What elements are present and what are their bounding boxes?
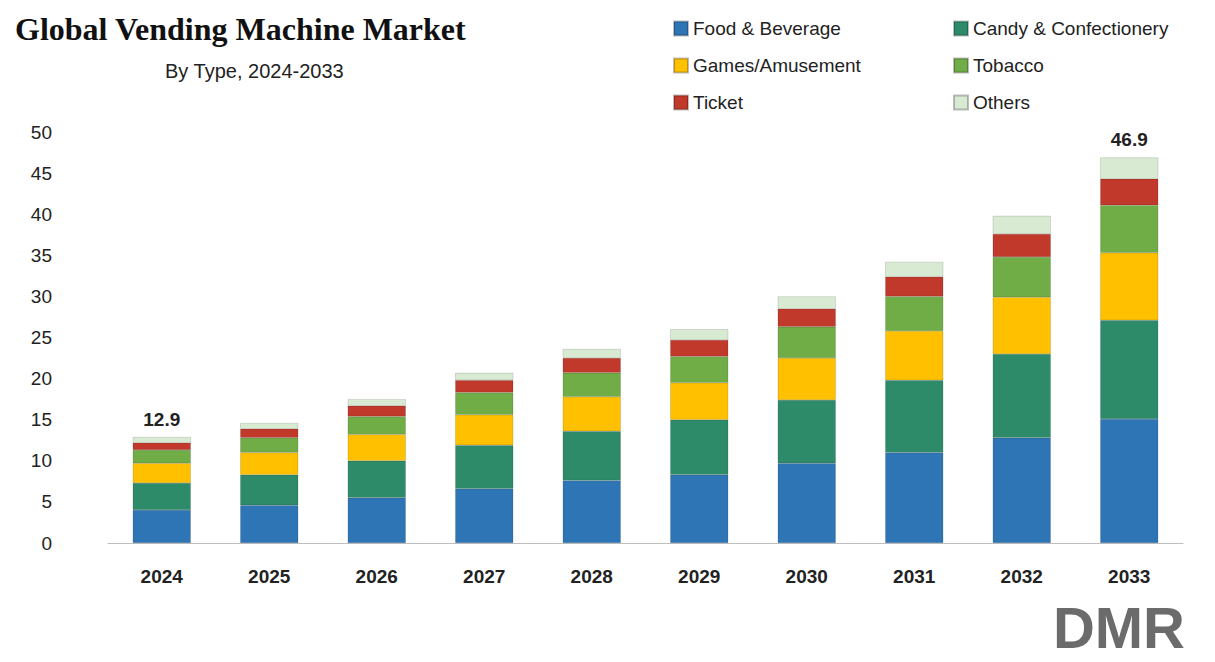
svg-text:By Type, 2024-2033: By Type, 2024-2033 <box>165 60 344 82</box>
svg-text:15: 15 <box>31 409 52 430</box>
svg-text:Food & Beverage: Food & Beverage <box>693 18 841 39</box>
svg-text:35: 35 <box>31 245 52 266</box>
svg-text:0: 0 <box>41 533 52 554</box>
svg-text:Global Vending Machine Market: Global Vending Machine Market <box>15 11 466 47</box>
svg-text:40: 40 <box>31 204 52 225</box>
svg-text:Tobacco: Tobacco <box>973 55 1044 76</box>
svg-text:5: 5 <box>41 491 52 512</box>
svg-text:30: 30 <box>31 286 52 307</box>
svg-text:45: 45 <box>31 163 52 184</box>
svg-text:25: 25 <box>31 327 52 348</box>
svg-text:2029: 2029 <box>678 566 720 587</box>
svg-text:50: 50 <box>31 122 52 143</box>
svg-text:12.9: 12.9 <box>143 409 180 430</box>
svg-text:2025: 2025 <box>248 566 291 587</box>
svg-text:Ticket: Ticket <box>693 92 744 113</box>
svg-text:20: 20 <box>31 368 52 389</box>
svg-text:2032: 2032 <box>1001 566 1043 587</box>
svg-text:10: 10 <box>31 450 52 471</box>
svg-text:Others: Others <box>973 92 1030 113</box>
svg-text:2024: 2024 <box>141 566 184 587</box>
svg-text:46.9: 46.9 <box>1111 129 1148 150</box>
svg-text:2030: 2030 <box>786 566 828 587</box>
svg-text:2028: 2028 <box>571 566 613 587</box>
svg-text:2033: 2033 <box>1108 566 1150 587</box>
svg-text:2026: 2026 <box>356 566 398 587</box>
svg-text:2027: 2027 <box>463 566 505 587</box>
svg-text:DMR: DMR <box>1053 595 1185 660</box>
svg-text:2031: 2031 <box>893 566 936 587</box>
svg-text:Games/Amusement: Games/Amusement <box>693 55 862 76</box>
svg-text:Candy & Confectionery: Candy & Confectionery <box>973 18 1169 39</box>
